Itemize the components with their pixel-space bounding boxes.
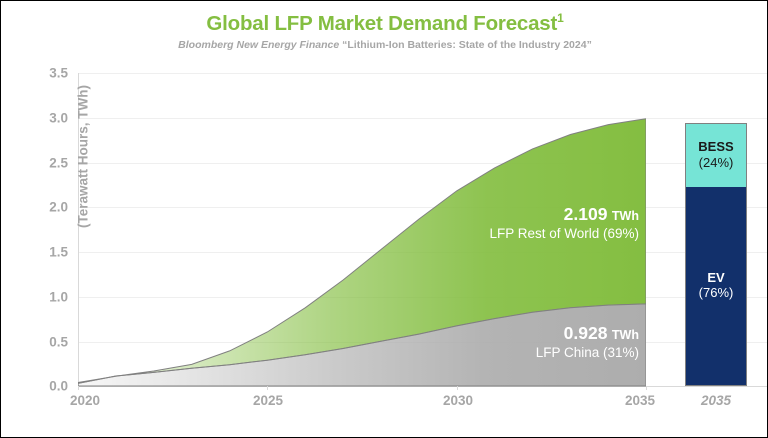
callout-china-name: LFP China (31%): [535, 344, 639, 360]
subtitle-source: Bloomberg New Energy Finance: [178, 38, 340, 51]
x-tick-mark-2025: [267, 386, 268, 390]
gridline-3.5: [78, 73, 767, 74]
bar-segment-ev: EV (76%): [686, 186, 746, 385]
x-tick-label-2030: 2030: [442, 393, 474, 408]
gridline-2.5: [78, 163, 767, 164]
chart-subtitle: Bloomberg New Energy Finance “Lithium-Io…: [1, 38, 767, 52]
bar-segment-bess: BESS (24%): [686, 124, 746, 187]
callout-china-value-line: 0.928 TWh: [369, 323, 639, 345]
y-tick-label-1.0: 1.0: [49, 289, 68, 305]
callout-row-unit: TWh: [611, 209, 639, 223]
x-tick-mark-2035: [646, 386, 647, 390]
bar-segment-bess-label: BESS: [698, 139, 734, 155]
callout-row-value-line: 2.109 TWh: [369, 204, 639, 226]
title-block: Global LFP Market Demand Forecast1 Bloom…: [1, 11, 767, 52]
bar-segment-ev-label: EV: [707, 269, 725, 285]
side-bar-x-label: 2035: [700, 393, 732, 408]
y-tick-label-0.5: 0.5: [49, 334, 68, 350]
y-axis-line: [78, 73, 79, 387]
y-tick-label-2.5: 2.5: [49, 155, 68, 171]
title-footnote-marker: 1: [557, 11, 564, 26]
chart-title-text: Global LFP Market Demand Forecast: [206, 12, 558, 35]
callout-china-value: 0.928: [563, 323, 608, 343]
y-axis: (Terawatt Hours, TWh) 3.5 3.0 2.5 2.0 1.…: [1, 1, 90, 437]
page-title: Global LFP Market Demand Forecast1: [1, 11, 767, 35]
callout-china-unit: TWh: [611, 328, 639, 342]
area-series-group: [78, 118, 646, 387]
x-tick-mark-2030: [457, 386, 458, 390]
gridline-2.0: [78, 207, 767, 208]
callout-row-name: LFP Rest of World (69%): [489, 225, 639, 241]
y-tick-label-3.5: 3.5: [49, 65, 68, 81]
x-tick-label-2035: 2035: [624, 393, 656, 408]
x-tick-mark-2020: [78, 386, 79, 390]
y-tick-label-1.5: 1.5: [49, 244, 68, 260]
side-stacked-bar: BESS (24%) EV (76%): [685, 123, 747, 386]
x-tick-label-2020: 2020: [69, 393, 101, 408]
callout-row-value: 2.109: [563, 204, 608, 224]
bar-segment-ev-percent: (76%): [698, 285, 734, 301]
y-tick-label-2.0: 2.0: [49, 199, 68, 215]
gridline-3.0: [78, 118, 767, 119]
area-lfp-china: [78, 303, 646, 387]
x-tick-label-2025: 2025: [252, 393, 284, 408]
y-tick-label-3.0: 3.0: [49, 110, 68, 126]
y-tick-label-0.0: 0.0: [49, 378, 68, 394]
subtitle-report: “Lithium-Ion Batteries: State of the Ind…: [342, 38, 592, 51]
callout-lfp-china: 0.928 TWh LFP China (31%): [369, 323, 639, 361]
callout-lfp-rest-of-world: 2.109 TWh LFP Rest of World (69%): [369, 204, 639, 242]
bar-segment-bess-percent: (24%): [698, 154, 734, 170]
